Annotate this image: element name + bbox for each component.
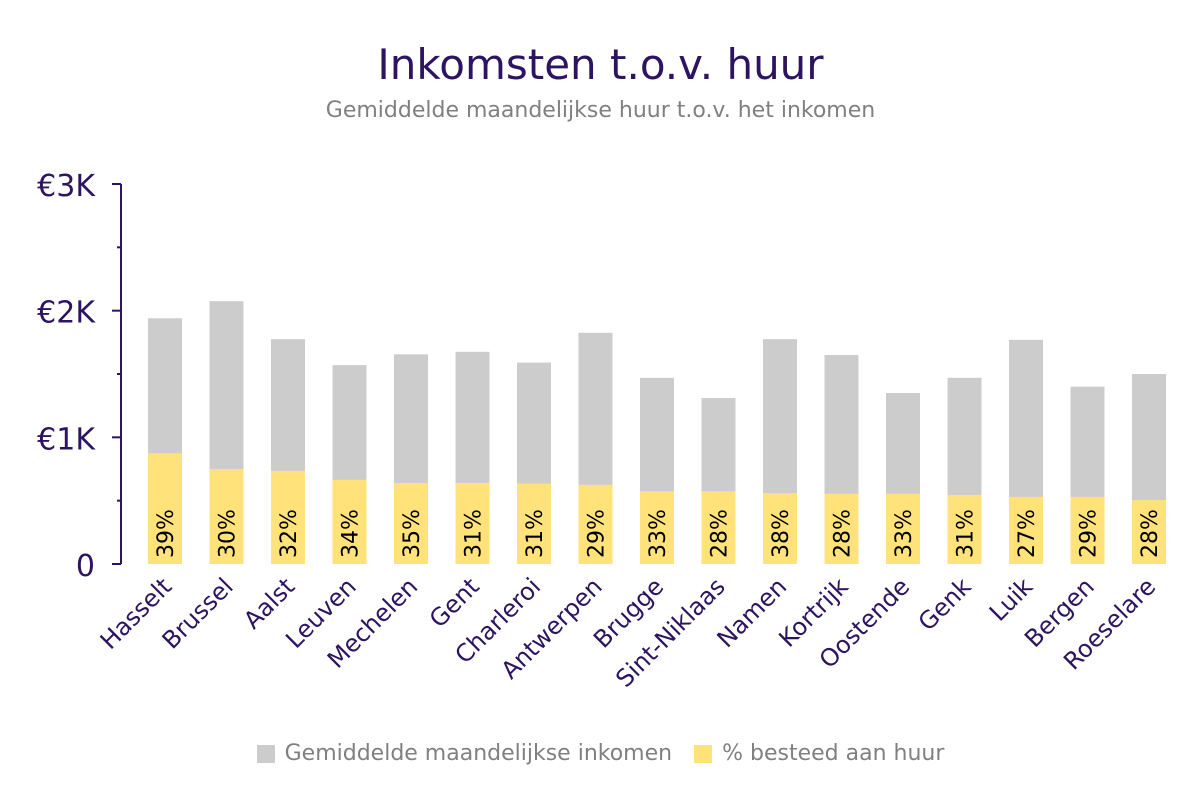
rent-percent-label: 31% xyxy=(954,509,979,558)
rent-percent-label: 31% xyxy=(462,509,487,558)
rent-bar xyxy=(148,453,182,564)
rent-bar xyxy=(394,482,428,564)
legend: Gemiddelde maandelijkse inkomen % bestee… xyxy=(0,741,1201,766)
rent-percent-label: 33% xyxy=(646,509,671,558)
legend-item-rent[interactable]: % besteed aan huur xyxy=(694,741,944,766)
rent-percent-label: 32% xyxy=(277,509,302,558)
rent-bar xyxy=(1009,496,1043,564)
rent-bar xyxy=(1132,500,1166,564)
x-tick-label: Genk xyxy=(913,572,977,636)
rent-bar xyxy=(947,494,982,564)
rent-percent-label: 31% xyxy=(523,509,548,558)
rent-bar xyxy=(640,491,674,564)
legend-item-income[interactable]: Gemiddelde maandelijkse inkomen xyxy=(256,741,673,766)
legend-swatch-rent xyxy=(694,744,713,763)
rent-percent-label: 33% xyxy=(892,509,917,558)
rent-bar xyxy=(455,482,490,564)
rent-percent-label: 35% xyxy=(400,509,425,558)
rent-bar xyxy=(763,493,797,564)
rent-bar xyxy=(824,493,859,564)
rent-bar xyxy=(578,484,613,564)
rent-percent-label: 29% xyxy=(585,509,610,558)
rent-percent-label: 28% xyxy=(1138,509,1163,558)
rent-bar xyxy=(332,479,367,564)
rent-bar xyxy=(1070,496,1105,564)
rent-percent-label: 28% xyxy=(831,509,856,558)
chart-subtitle: Gemiddelde maandelijkse huur t.o.v. het … xyxy=(325,98,876,123)
rent-bar xyxy=(271,470,305,564)
rent-percent-label: 27% xyxy=(1015,509,1040,558)
chart-title: Inkomsten t.o.v. huur xyxy=(377,40,824,89)
rent-bar xyxy=(517,483,551,564)
y-tick-label: €1K xyxy=(37,422,96,457)
rent-percent-label: 38% xyxy=(769,509,794,558)
rent-percent-label: 39% xyxy=(154,509,179,558)
rent-bar xyxy=(209,469,244,564)
legend-label-income: Gemiddelde maandelijkse inkomen xyxy=(284,741,673,766)
rent-bar xyxy=(886,493,920,564)
y-tick-label: 0 xyxy=(76,549,95,584)
legend-label-rent: % besteed aan huur xyxy=(722,741,945,766)
x-tick-label: Luik xyxy=(984,572,1038,626)
legend-swatch-income xyxy=(256,744,275,763)
y-tick-label: €3K xyxy=(37,169,96,204)
rent-percent-label: 28% xyxy=(708,509,733,558)
rent-bar xyxy=(701,491,736,564)
rent-percent-label: 30% xyxy=(216,509,241,558)
rent-percent-label: 29% xyxy=(1077,509,1102,558)
rent-percent-label: 34% xyxy=(339,509,364,558)
y-tick-label: €2K xyxy=(37,296,96,331)
